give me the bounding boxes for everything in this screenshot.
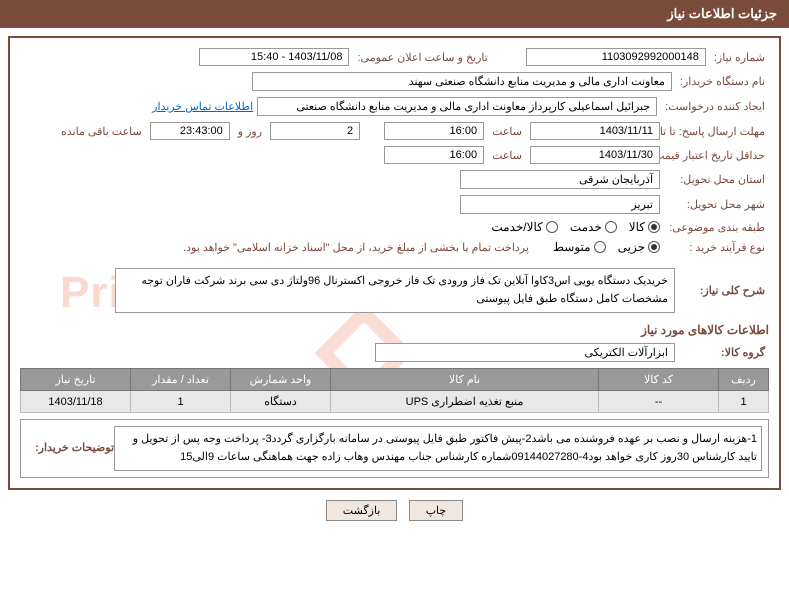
deadline-time: 16:00 bbox=[384, 122, 484, 140]
city-value: تبریز bbox=[460, 195, 660, 214]
row-need-number: شماره نیاز: 1103092992000148 تاریخ و ساع… bbox=[20, 48, 769, 66]
time-remaining: 23:43:00 bbox=[150, 122, 230, 140]
payment-note: پرداخت تمام یا بخشی از مبلغ خرید، از محل… bbox=[183, 241, 529, 254]
purchase-type-label: نوع فرآیند خرید : bbox=[664, 241, 769, 254]
radio-small[interactable]: جزیی bbox=[618, 240, 660, 254]
row-city: شهر محل تحویل: تبریز bbox=[20, 195, 769, 214]
buyer-org-label: نام دستگاه خریدار: bbox=[676, 75, 769, 88]
td-qty: 1 bbox=[131, 391, 231, 413]
purchase-type-radio-group: جزیی متوسط bbox=[553, 240, 660, 254]
category-label: طبقه بندی موضوعی: bbox=[664, 221, 769, 234]
row-validity: حداقل تاریخ اعتبار قیمت: تا تاریخ: 1403/… bbox=[20, 146, 769, 164]
category-radio-group: کالا خدمت کالا/خدمت bbox=[491, 220, 660, 234]
province-label: استان محل تحویل: bbox=[664, 173, 769, 186]
radio-kala-label: کالا bbox=[629, 220, 645, 234]
row-category: طبقه بندی موضوعی: کالا خدمت کالا/خدمت bbox=[20, 220, 769, 234]
print-button[interactable]: چاپ bbox=[409, 500, 464, 521]
time-label-1: ساعت bbox=[488, 125, 526, 138]
validity-time: 16:00 bbox=[384, 146, 484, 164]
row-province: استان محل تحویل: آذربایجان شرقی bbox=[20, 170, 769, 189]
td-date: 1403/11/18 bbox=[21, 391, 131, 413]
buyer-notes-section: 1-هزینه ارسال و نصب بر عهده فروشنده می ب… bbox=[20, 419, 769, 478]
button-row: چاپ بازگشت bbox=[0, 500, 789, 521]
radio-kala[interactable]: کالا bbox=[629, 220, 660, 234]
need-no-value: 1103092992000148 bbox=[526, 48, 706, 66]
goods-info-title: اطلاعات کالاهای مورد نیاز bbox=[20, 323, 769, 337]
goods-group-label: گروه کالا: bbox=[679, 346, 769, 359]
buyer-org-value: معاونت اداری مالی و مدیریت منابع دانشگاه… bbox=[252, 72, 672, 91]
row-buyer-org: نام دستگاه خریدار: معاونت اداری مالی و م… bbox=[20, 72, 769, 91]
th-unit: واحد شمارش bbox=[231, 369, 331, 391]
requester-value: جبرائیل اسماعیلی کارپرداز معاونت اداری م… bbox=[257, 97, 657, 116]
buyer-contact-link[interactable]: اطلاعات تماس خریدار bbox=[152, 100, 253, 113]
deadline-date: 1403/11/11 bbox=[530, 122, 660, 140]
td-name: منبع تغذیه اضطراری UPS bbox=[331, 391, 599, 413]
requester-label: ایجاد کننده درخواست: bbox=[661, 100, 769, 113]
radio-medium[interactable]: متوسط bbox=[553, 240, 606, 254]
main-panel: PrivTender.net شماره نیاز: 1103092992000… bbox=[8, 36, 781, 490]
announce-label: تاریخ و ساعت اعلان عمومی: bbox=[353, 51, 491, 64]
deadline-label: مهلت ارسال پاسخ: تا تاریخ: bbox=[664, 125, 769, 138]
validity-label: حداقل تاریخ اعتبار قیمت: تا تاریخ: bbox=[664, 149, 769, 162]
row-summary: شرح کلی نیاز: خریدیک دستگاه یویی اس3کاوا… bbox=[20, 268, 769, 313]
announce-value: 1403/11/08 - 15:40 bbox=[199, 48, 349, 66]
radio-icon bbox=[594, 241, 606, 253]
province-value: آذربایجان شرقی bbox=[460, 170, 660, 189]
radio-both[interactable]: کالا/خدمت bbox=[491, 220, 557, 234]
validity-date: 1403/11/30 bbox=[530, 146, 660, 164]
row-purchase-type: نوع فرآیند خرید : جزیی متوسط پرداخت تمام… bbox=[20, 240, 769, 254]
city-label: شهر محل تحویل: bbox=[664, 198, 769, 211]
th-date: تاریخ نیاز bbox=[21, 369, 131, 391]
remain-suffix: ساعت باقی مانده bbox=[57, 125, 146, 138]
days-remaining: 2 bbox=[270, 122, 360, 140]
goods-group-value: ابزارآلات الکتریکی bbox=[375, 343, 675, 362]
row-deadline: مهلت ارسال پاسخ: تا تاریخ: 1403/11/11 سا… bbox=[20, 122, 769, 140]
buyer-notes-text: 1-هزینه ارسال و نصب بر عهده فروشنده می ب… bbox=[114, 426, 762, 471]
summary-label: شرح کلی نیاز: bbox=[679, 284, 769, 297]
td-unit: دستگاه bbox=[231, 391, 331, 413]
th-row: ردیف bbox=[719, 369, 769, 391]
buyer-notes-label: توضیحات خریدار: bbox=[27, 440, 114, 458]
radio-icon bbox=[648, 221, 660, 233]
row-requester: ایجاد کننده درخواست: جبرائیل اسماعیلی کا… bbox=[20, 97, 769, 116]
td-code: -- bbox=[599, 391, 719, 413]
th-code: کد کالا bbox=[599, 369, 719, 391]
th-qty: تعداد / مقدار bbox=[131, 369, 231, 391]
days-suffix: روز و bbox=[234, 125, 266, 138]
row-goods-group: گروه کالا: ابزارآلات الکتریکی bbox=[20, 343, 769, 362]
th-name: نام کالا bbox=[331, 369, 599, 391]
radio-small-label: جزیی bbox=[618, 240, 645, 254]
radio-icon bbox=[546, 221, 558, 233]
radio-both-label: کالا/خدمت bbox=[491, 220, 542, 234]
td-row: 1 bbox=[719, 391, 769, 413]
table-row: 1 -- منبع تغذیه اضطراری UPS دستگاه 1 140… bbox=[21, 391, 769, 413]
goods-table: ردیف کد کالا نام کالا واحد شمارش تعداد /… bbox=[20, 368, 769, 413]
need-no-label: شماره نیاز: bbox=[710, 51, 769, 64]
table-header-row: ردیف کد کالا نام کالا واحد شمارش تعداد /… bbox=[21, 369, 769, 391]
summary-text: خریدیک دستگاه یویی اس3کاوا آنلاین تک فاز… bbox=[115, 268, 675, 313]
time-label-2: ساعت bbox=[488, 149, 526, 162]
radio-icon bbox=[648, 241, 660, 253]
page-header: جزئیات اطلاعات نیاز bbox=[0, 0, 789, 28]
radio-medium-label: متوسط bbox=[553, 240, 591, 254]
radio-icon bbox=[605, 221, 617, 233]
radio-khadamat[interactable]: خدمت bbox=[570, 220, 617, 234]
page-title: جزئیات اطلاعات نیاز bbox=[667, 6, 777, 21]
radio-khadamat-label: خدمت bbox=[570, 220, 602, 234]
back-button[interactable]: بازگشت bbox=[326, 500, 398, 521]
